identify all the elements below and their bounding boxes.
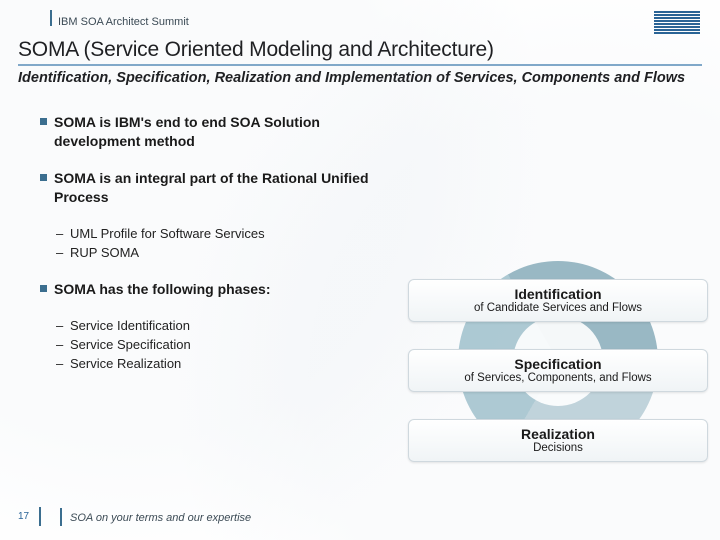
bullet-item: SOMA has the following phases:: [40, 280, 380, 299]
sub-bullet: Service Specification: [40, 336, 380, 355]
slide-subtitle: Identification, Specification, Realizati…: [18, 69, 702, 87]
sub-bullet: UML Profile for Software Services: [40, 225, 380, 244]
header: IBM SOA Architect Summit: [0, 0, 720, 36]
summit-name: IBM SOA Architect Summit: [58, 16, 189, 28]
sub-bullet: Service Realization: [40, 355, 380, 374]
bullet-item: SOMA is an integral part of the Rational…: [40, 169, 380, 207]
phase-subtitle: of Services, Components, and Flows: [417, 372, 699, 384]
phase-title: Identification: [417, 286, 699, 302]
footer: 17 SOA on your terms and our expertise: [0, 502, 720, 526]
bullet-list: SOMA is IBM's end to end SOA Solution de…: [40, 113, 380, 374]
ibm-logo: [654, 11, 700, 34]
body: SOMA is IBM's end to end SOA Solution de…: [0, 91, 720, 374]
phase-box-realization: Realization Decisions: [408, 419, 708, 462]
bullet-item: SOMA is IBM's end to end SOA Solution de…: [40, 113, 380, 151]
sub-bullet: RUP SOMA: [40, 244, 380, 263]
phase-box-identification: Identification of Candidate Services and…: [408, 279, 708, 322]
phase-subtitle: Decisions: [417, 442, 699, 454]
footer-tagline: SOA on your terms and our expertise: [70, 512, 251, 524]
phase-box-specification: Specification of Services, Components, a…: [408, 349, 708, 392]
phase-title: Specification: [417, 356, 699, 372]
page-number: 17: [18, 507, 41, 526]
footer-rule: [60, 508, 62, 526]
phase-subtitle: of Candidate Services and Flows: [417, 302, 699, 314]
sub-bullet: Service Identification: [40, 317, 380, 336]
title-rule: [18, 64, 702, 66]
phase-title: Realization: [417, 426, 699, 442]
slide: IBM SOA Architect Summit SOMA (Service O…: [0, 0, 720, 540]
phase-diagram: Identification of Candidate Services and…: [408, 231, 708, 491]
header-rule: [50, 10, 52, 26]
title-block: SOMA (Service Oriented Modeling and Arch…: [0, 36, 720, 91]
slide-title: SOMA (Service Oriented Modeling and Arch…: [18, 38, 702, 62]
